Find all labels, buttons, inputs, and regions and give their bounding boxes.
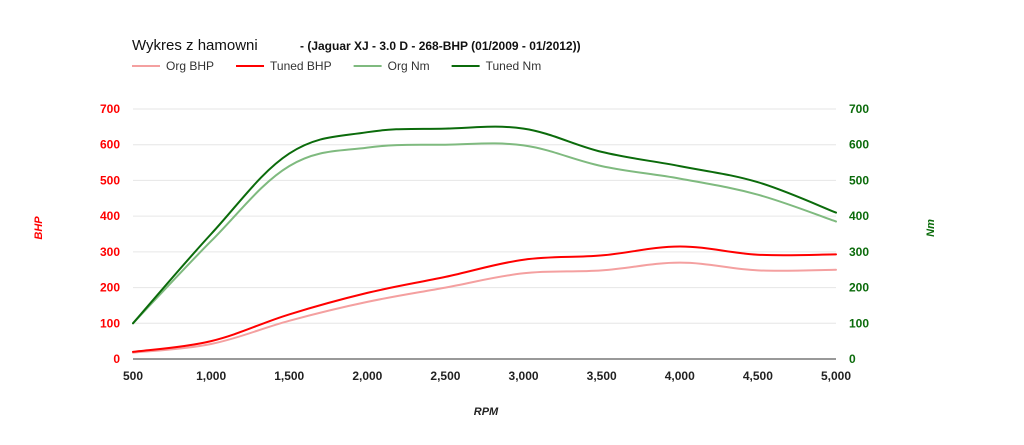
- y-left-tick-label: 300: [100, 245, 120, 259]
- x-tick-label: 500: [123, 369, 143, 383]
- legend-label: Org BHP: [166, 59, 214, 73]
- x-tick-label: 4,000: [665, 369, 695, 383]
- series-line-org-bhp: [132, 261, 837, 354]
- y-axis-right-ticks: 0 100 200 300 400 500 600 700: [849, 102, 869, 366]
- series-line-tuned-bhp: [132, 245, 837, 353]
- y-right-tick-label: 200: [849, 281, 869, 295]
- y-left-tick-label: 400: [100, 209, 120, 223]
- y-right-tick-label: 300: [849, 245, 869, 259]
- y-left-tick-label: 100: [100, 316, 120, 330]
- y-right-tick-label: 400: [849, 209, 869, 223]
- y-left-tick-label: 600: [100, 138, 120, 152]
- legend-item-tuned-bhp: Tuned BHP: [236, 59, 332, 73]
- y-left-tick-label: 700: [100, 102, 120, 116]
- y-left-tick-label: 200: [100, 281, 120, 295]
- x-tick-label: 3,000: [509, 369, 539, 383]
- y-left-tick-label: 500: [100, 173, 120, 187]
- y-right-tick-label: 700: [849, 102, 869, 116]
- grid: [133, 108, 836, 360]
- x-tick-label: 3,500: [587, 369, 617, 383]
- x-axis-ticks: 500 1,000 1,500 2,000 2,500 3,000 3,500 4,000 4,…: [123, 369, 851, 383]
- y-left-tick-label: 0: [113, 352, 120, 366]
- y-right-tick-label: 100: [849, 316, 869, 330]
- series-line-org-nm: [132, 142, 837, 325]
- y-right-tick-label: 500: [849, 173, 869, 187]
- y-axis-left-title: BHP: [33, 216, 45, 240]
- x-tick-label: 5,000: [821, 369, 851, 383]
- x-tick-label: 2,000: [352, 369, 382, 383]
- series-lines: [132, 125, 837, 354]
- y-right-tick-label: 600: [849, 138, 869, 152]
- series-line-tuned-nm: [132, 125, 837, 325]
- legend-label: Org Nm: [388, 59, 430, 73]
- x-axis-title: RPM: [474, 406, 499, 418]
- y-axis-right-title: Nm: [925, 219, 937, 237]
- x-tick-label: 2,500: [430, 369, 460, 383]
- x-tick-label: 1,000: [196, 369, 226, 383]
- chart-subtitle: - (Jaguar XJ - 3.0 D - 268-BHP (01/2009 …: [300, 39, 581, 53]
- x-tick-label: 4,500: [743, 369, 773, 383]
- legend-item-org-nm: Org Nm: [353, 59, 430, 73]
- legend-item-org-bhp: Org BHP: [132, 59, 214, 73]
- legend: Org BHP Tuned BHP Org Nm Tuned Nm: [132, 59, 541, 73]
- legend-item-tuned-nm: Tuned Nm: [451, 59, 542, 73]
- y-axis-left-ticks: 0 100 200 300 400 500 600 700: [100, 102, 120, 366]
- x-tick-label: 1,500: [274, 369, 304, 383]
- legend-label: Tuned BHP: [270, 59, 332, 73]
- legend-label: Tuned Nm: [486, 59, 542, 73]
- y-right-tick-label: 0: [849, 352, 856, 366]
- chart-title: Wykres z hamowni: [132, 37, 258, 54]
